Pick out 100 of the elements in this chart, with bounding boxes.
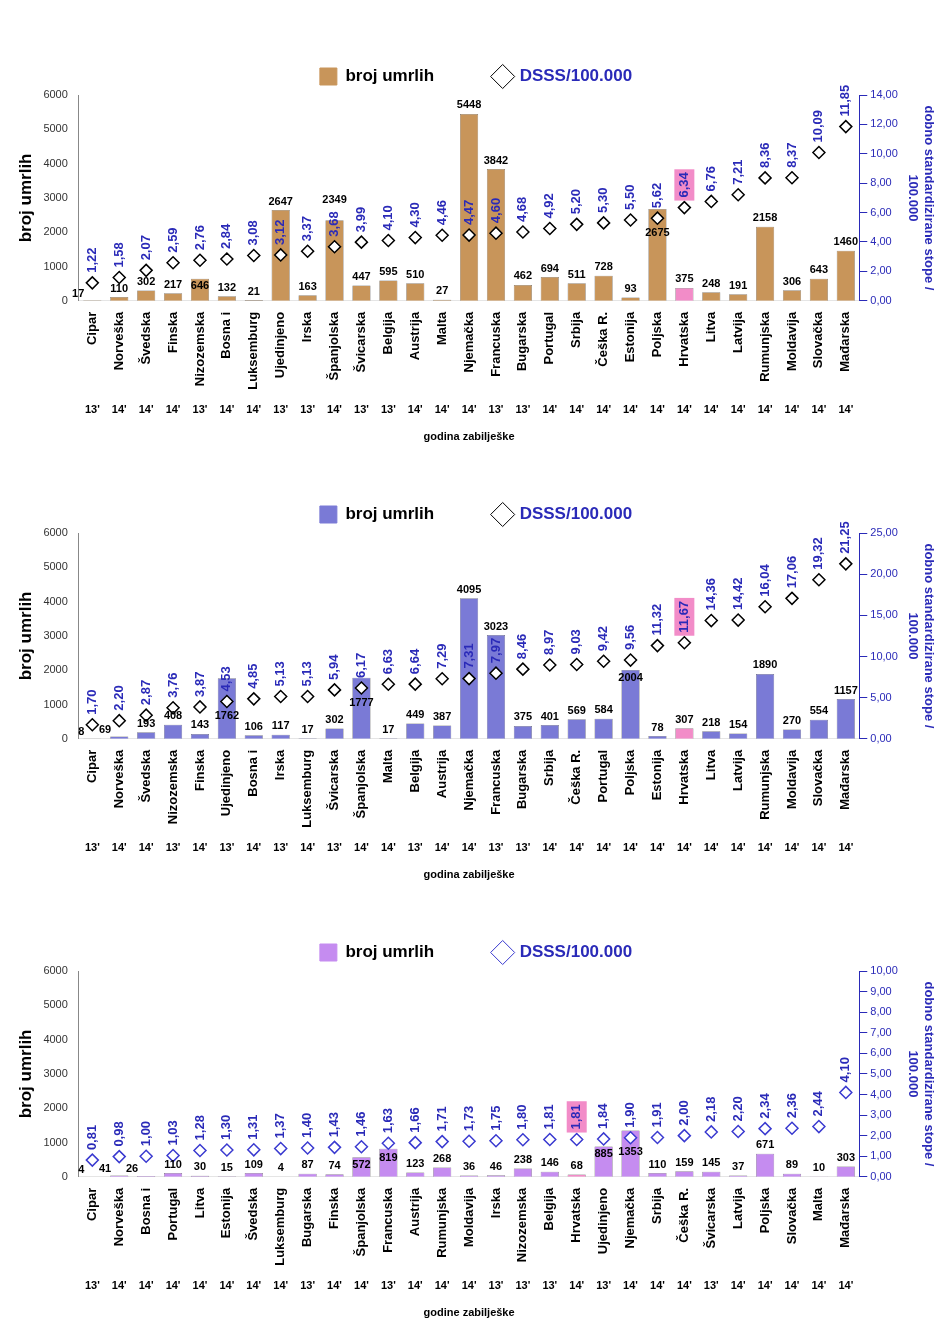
data-label: 1,81 [541, 1104, 557, 1130]
x-tick-label: Slovačka [810, 749, 826, 807]
x-tick-label: Španjolska [326, 311, 342, 381]
data-label: 3,12 [272, 219, 288, 245]
x-tick-label: Luksemburg [272, 1187, 288, 1266]
text: 14' [784, 403, 800, 416]
x-tick-label: Bosna i [137, 1187, 153, 1235]
x-tick-label: Portugal [164, 1187, 180, 1241]
data-label: 14,42 [729, 577, 745, 611]
x-tick-label: Ujedinjeno [272, 311, 288, 379]
x-tick-label: Bosna i [218, 311, 234, 359]
data-label: 5,20 [568, 189, 584, 215]
text: 14' [569, 1279, 585, 1292]
text: 14' [623, 1279, 639, 1292]
x-tick-label: Belgija [379, 311, 395, 355]
data-label: 1,31 [245, 1114, 261, 1140]
data-label: 447 [352, 269, 371, 282]
text: 13' [703, 1279, 720, 1292]
y-tick-label: 6000 [43, 964, 68, 977]
data-label: 8 [78, 725, 85, 738]
data-label: 1460 [833, 235, 859, 248]
y-axis-title: broj umrlih [15, 591, 35, 681]
x-tick-label: Francuska [487, 749, 503, 815]
text: 13' [300, 1279, 316, 1292]
x-tick-label: Nizozemska [191, 311, 207, 387]
x-tick-label: Portugal [595, 749, 611, 803]
data-label: 7,97 [487, 637, 503, 664]
x-tick-label: Slovačka [783, 1187, 799, 1245]
text: 14' [757, 1279, 773, 1292]
data-label: 1,37 [272, 1113, 288, 1139]
text: 13' [542, 1279, 558, 1292]
data-label: 4 [78, 1163, 86, 1176]
data-label: 1,03 [164, 1120, 180, 1146]
x-tick-label: Švedska [245, 1187, 261, 1241]
text: 14' [811, 841, 827, 854]
y2-tick-label: 8,00 [870, 176, 892, 189]
data-label: 1,43 [326, 1112, 342, 1138]
x-tick-label: Malta [379, 749, 395, 784]
text: 14' [434, 403, 450, 416]
text: 14' [111, 1279, 128, 1292]
x-tick-label: Cipar [83, 311, 99, 346]
x-tick-label: Latvija [729, 1187, 745, 1229]
text: 14' [596, 403, 612, 416]
y2-tick-label: 10,00 [870, 964, 898, 977]
data-label: 2,20 [110, 685, 126, 711]
text: 14' [434, 841, 450, 854]
y2-tick-label: 9,00 [870, 984, 892, 997]
x-tick-label: Austrija [406, 311, 422, 361]
text: 14' [111, 841, 128, 854]
text: 14' [354, 1279, 370, 1292]
text: 13' [84, 841, 101, 854]
data-label: 4,92 [541, 193, 557, 219]
y-tick-label: 2000 [43, 663, 68, 676]
data-label: 3023 [483, 619, 509, 632]
data-label: 302 [325, 712, 344, 725]
x-tick-label: Belgija [406, 749, 422, 793]
text: 14' [246, 403, 262, 416]
x-tick-label: Malta [433, 311, 449, 346]
y-tick-label: 0 [61, 293, 68, 306]
data-label: 306 [782, 274, 802, 287]
text: 14' [730, 841, 746, 854]
y2-tick-label: 0,00 [870, 1169, 892, 1182]
text: 13' [84, 1279, 101, 1292]
data-label: 2,00 [675, 1100, 691, 1126]
data-label: 694 [540, 261, 560, 274]
x-tick-label: Luksemburg [299, 749, 315, 828]
data-label: 5,94 [326, 653, 342, 680]
x-tick-label: Srbija [541, 749, 557, 786]
data-label: 375 [513, 710, 533, 723]
data-label: 3,76 [164, 672, 180, 698]
y-tick-label: 2000 [43, 1101, 68, 1114]
data-label: 17 [72, 286, 85, 299]
x-tick-label: Poljska [622, 749, 638, 796]
data-label: 3,99 [353, 206, 369, 233]
data-label: 1,84 [595, 1102, 611, 1129]
y2-tick-label: 2,00 [870, 264, 892, 277]
data-label: 4,53 [218, 666, 234, 692]
data-label: 0,81 [83, 1124, 99, 1151]
x-tick-label: Švedska [137, 311, 153, 365]
x-tick-label: Mađarska [837, 1187, 853, 1248]
x-tick-label: Nizozemska [514, 1187, 530, 1263]
text: 14' [811, 1279, 827, 1292]
legend-label: broj umrlih [345, 504, 435, 524]
data-label: 46 [489, 1159, 503, 1172]
x-tick-label: Austrija [406, 1187, 422, 1237]
data-label: 4 [277, 1161, 285, 1174]
x-tick-label: Estonija [218, 1187, 234, 1239]
x-tick-label: Moldavija [783, 749, 799, 810]
data-label: 4,10 [837, 1057, 853, 1083]
y2-tick-label: 10,00 [870, 146, 898, 159]
data-label: 16,04 [756, 563, 772, 597]
data-label: 3,87 [191, 671, 207, 697]
data-label: 1,90 [622, 1102, 638, 1128]
y2-tick-label: 15,00 [870, 608, 898, 621]
data-label: 248 [702, 276, 721, 289]
text: 13' [165, 841, 181, 854]
data-label: 885 [594, 1146, 613, 1159]
text: 14' [407, 403, 424, 416]
x-tick-label: Litva [702, 311, 718, 343]
x-tick-label: Nizozemska [164, 749, 180, 825]
